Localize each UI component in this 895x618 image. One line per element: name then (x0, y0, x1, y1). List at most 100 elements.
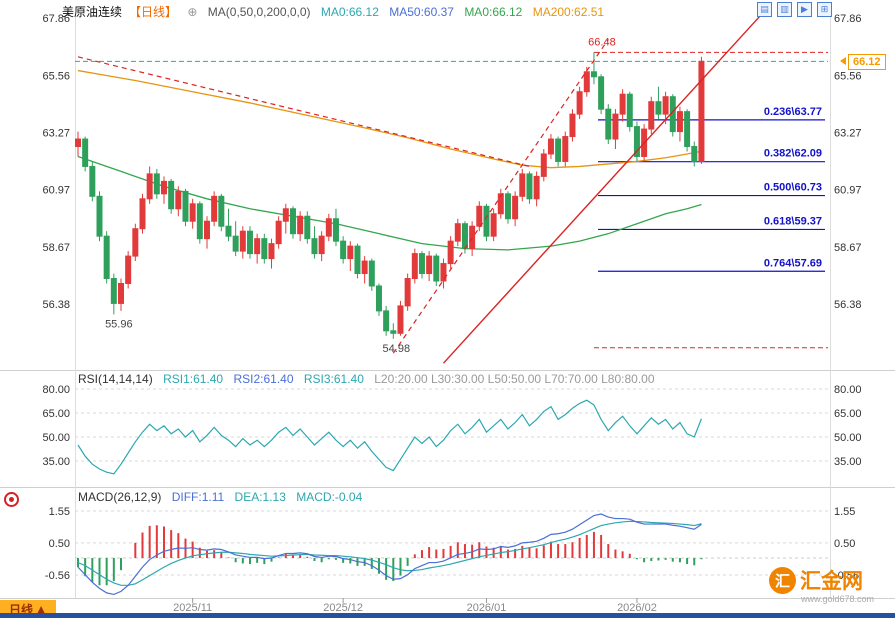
pane-layout-icon[interactable]: ▤ (757, 2, 772, 17)
candle-body (311, 238, 318, 255)
candle-body (318, 235, 325, 255)
candle-body (110, 278, 117, 304)
macd-axis-label-left: 0.50 (49, 538, 70, 550)
candle-body (626, 93, 633, 128)
candle-body (325, 218, 332, 237)
candle-body (619, 93, 626, 115)
macd-axis-label-right: -0.56 (834, 570, 859, 582)
candle-body (662, 96, 669, 115)
candle-body (426, 255, 433, 275)
play-forward-icon[interactable]: ▶ (797, 2, 812, 17)
candle-body (361, 260, 368, 275)
candle-body (239, 230, 246, 252)
rsi-value-label: RSI2:61.40 (233, 372, 294, 386)
candle-body (347, 245, 354, 260)
macd-axis-label-left: -0.56 (45, 570, 70, 582)
candle-body (132, 228, 139, 257)
candle-body (461, 223, 468, 250)
candle-body (648, 101, 655, 130)
candle-body (304, 215, 311, 240)
low-price-label: 54.98 (383, 343, 411, 355)
rsi-axis-label-right: 50.00 (834, 432, 862, 444)
rsi-axis-label-right: 65.00 (834, 408, 862, 420)
rsi-axis-label-left: 35.00 (42, 456, 70, 468)
macd-value-label: DIFF:1.11 (171, 490, 225, 504)
macd-value-label: MACD:-0.04 (296, 490, 363, 504)
candle-body (168, 180, 175, 210)
candle-body (418, 253, 425, 275)
rsi-axis-label-right: 80.00 (834, 384, 862, 396)
candle-body (547, 138, 554, 155)
fib-label: 0.764\57.69 (764, 257, 822, 269)
candle-body (397, 305, 404, 334)
watermark: 汇 汇金网 www.gold678.com (769, 565, 874, 604)
fib-label: 0.236\63.77 (764, 106, 822, 118)
candle-body (196, 203, 203, 240)
candle-body (203, 220, 210, 240)
candle-body (225, 225, 232, 237)
y-axis-label-right: 67.86 (834, 13, 862, 25)
add-indicator-icon[interactable]: ⊕ (187, 5, 198, 19)
brand-logo-icon: 汇 (769, 566, 796, 594)
candle-body (282, 208, 289, 222)
x-axis-label: 2026/01 (467, 602, 507, 614)
candle-body (82, 138, 89, 167)
x-axis-label: 2026/02 (617, 602, 657, 614)
macd-diff-line (77, 513, 702, 596)
macd-dea-line (77, 520, 702, 586)
candle-body (103, 235, 110, 280)
last-price-tag: 66.12 (848, 54, 886, 70)
candle-body (89, 165, 96, 197)
grid-view-icon[interactable]: ▥ (777, 2, 792, 17)
ma-value-label: MA50:60.37 (389, 5, 454, 19)
candle-body (368, 260, 375, 287)
peak-price-label: 66.48 (588, 36, 616, 48)
macd-legend: MACD(26,12,9) DIFF:1.11 DEA:1.13 MACD:-0… (78, 490, 369, 504)
candle-body (218, 195, 225, 227)
candle-body (117, 282, 124, 304)
candle-body (354, 245, 361, 275)
alert-settings-icon[interactable] (4, 492, 19, 507)
candle-body (440, 263, 447, 282)
y-axis-label-left: 58.67 (42, 242, 70, 254)
candle-body (433, 255, 440, 282)
symbol-title: 美原油连续 (62, 5, 123, 19)
candle-body (633, 126, 640, 157)
alert-dot (9, 497, 14, 502)
candle-body (655, 101, 662, 115)
ma200-line (77, 69, 702, 169)
candle-body (540, 153, 547, 177)
candle-body (698, 60, 705, 162)
candle-body (519, 173, 526, 197)
maximize-icon[interactable]: ⊞ (817, 2, 832, 17)
rsi-axis-label-right: 35.00 (834, 456, 862, 468)
y-axis-label-left: 56.38 (42, 299, 70, 311)
rsi-axis-label-left: 65.00 (42, 408, 70, 420)
candle-body (289, 208, 296, 235)
candle-body (189, 203, 196, 222)
rsi-value-label: RSI3:61.40 (303, 372, 364, 386)
candle-body (583, 71, 590, 93)
candle-body (411, 253, 418, 280)
macd-axis-label-right: 0.50 (834, 538, 855, 550)
candle-body (332, 218, 339, 242)
candle-body (404, 278, 411, 307)
candle-body (533, 175, 540, 200)
triangle-up-icon: ▲ (35, 602, 47, 616)
rsi-axis-label-left: 50.00 (42, 432, 70, 444)
candle-body (246, 230, 253, 255)
candle-body (275, 220, 282, 245)
macd-axis-label-right: 1.55 (834, 506, 855, 518)
macd-indicator-label: MACD(26,12,9) (78, 490, 162, 504)
candle-body (261, 238, 268, 260)
chart-window-controls: ▤ ▥ ▶ ⊞ (757, 2, 832, 17)
brand-name: 汇金网 (800, 570, 863, 593)
candle-body (590, 71, 597, 78)
candle-body (96, 195, 103, 237)
candle-body (576, 91, 583, 115)
fib-label: 0.618\59.37 (764, 215, 822, 227)
candle-body (211, 195, 218, 222)
price-pointer-icon (840, 57, 846, 65)
